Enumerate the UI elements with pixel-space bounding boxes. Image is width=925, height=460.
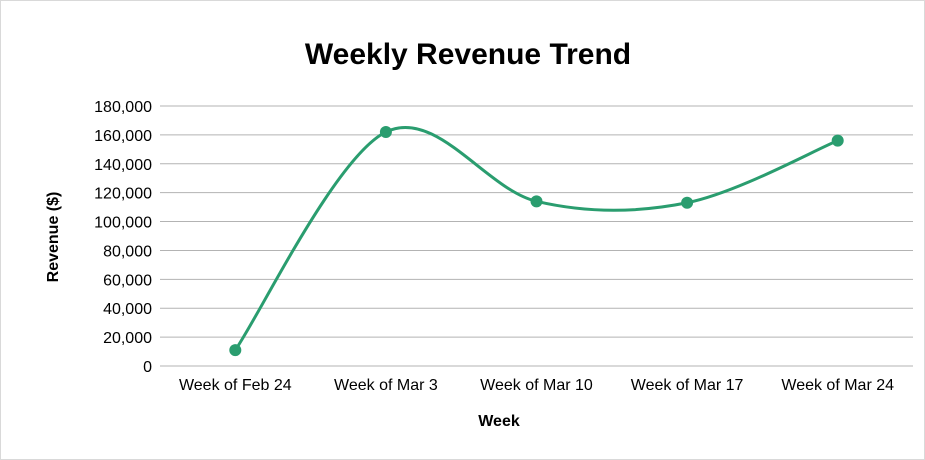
gridlines	[160, 105, 913, 367]
data-point	[530, 195, 543, 208]
y-tick-label: 40,000	[103, 301, 152, 318]
chart-title: Weekly Revenue Trend	[305, 38, 631, 71]
x-tick-label: Week of Mar 3	[334, 377, 438, 394]
x-axis-tick-labels: Week of Feb 24 Week of Mar 3 Week of Mar 1…	[179, 377, 894, 394]
y-tick-label: 160,000	[94, 128, 152, 145]
y-axis-title: Revenue ($)	[45, 192, 62, 283]
x-tick-label: Week of Mar 24	[781, 377, 894, 394]
data-point	[229, 344, 242, 357]
x-axis-title: Week	[478, 413, 520, 430]
data-point	[681, 196, 694, 209]
y-axis-tick-labels: 0 20,000 40,000 60,000 80,000 100,000 120,000 1…	[94, 99, 152, 376]
x-tick-label: Week of Mar 17	[631, 377, 744, 394]
y-tick-label: 120,000	[94, 186, 152, 203]
y-tick-label: 0	[143, 359, 152, 376]
data-point	[379, 126, 392, 138]
y-tick-label: 180,000	[94, 99, 152, 116]
data-point	[831, 134, 844, 147]
x-tick-label: Week of Feb 24	[179, 377, 292, 394]
y-tick-label: 80,000	[103, 243, 152, 260]
series-line	[233, 125, 840, 352]
y-tick-label: 100,000	[94, 215, 152, 232]
y-tick-label: 60,000	[103, 272, 152, 289]
y-tick-label: 20,000	[103, 330, 152, 347]
series-layer	[229, 125, 844, 357]
x-tick-label: Week of Mar 10	[480, 377, 593, 394]
y-tick-label: 140,000	[94, 157, 152, 174]
